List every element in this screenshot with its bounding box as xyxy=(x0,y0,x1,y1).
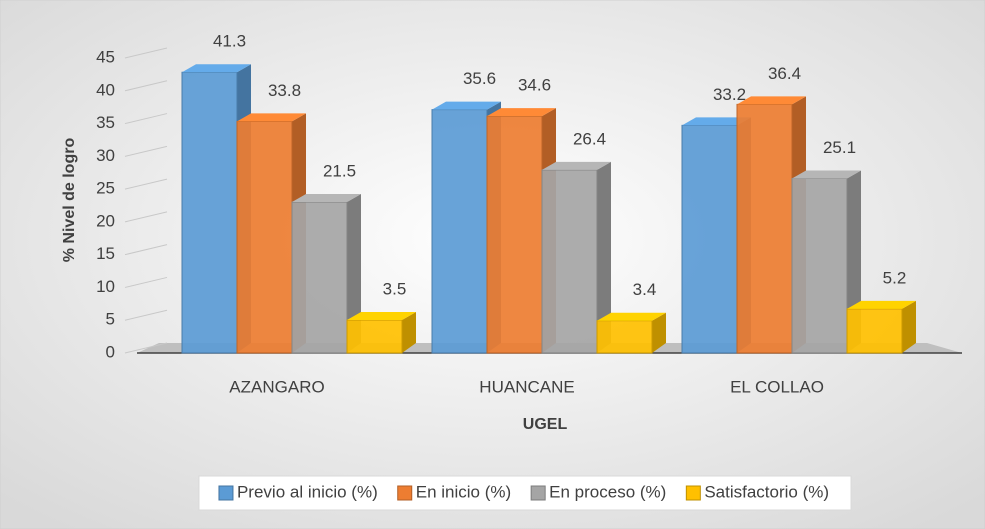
y-tick-label: 45 xyxy=(96,47,115,66)
bar xyxy=(596,320,653,354)
bar-top xyxy=(542,161,611,170)
value-label: 33.8 xyxy=(268,81,301,100)
y-tick-label: 30 xyxy=(96,146,115,165)
y-tick-label: 15 xyxy=(96,244,115,263)
value-label: 36.4 xyxy=(768,64,801,83)
value-label: 21.5 xyxy=(323,162,356,181)
x-tick-label: HUANCANE xyxy=(479,377,574,396)
grid-line xyxy=(124,145,168,157)
y-tick-label: 10 xyxy=(96,277,115,296)
y-tick-label: 20 xyxy=(96,211,115,230)
bar xyxy=(541,169,598,354)
bar-side xyxy=(347,194,361,353)
legend-swatch xyxy=(397,485,413,501)
bar-top xyxy=(737,96,806,105)
bar xyxy=(431,109,488,354)
bar-top xyxy=(597,312,666,321)
bar xyxy=(681,124,738,354)
legend-swatch xyxy=(218,485,234,501)
bar-top xyxy=(487,108,556,117)
y-tick-label: 0 xyxy=(106,342,115,361)
bar xyxy=(291,201,348,354)
y-tick-label: 5 xyxy=(106,310,115,329)
value-label: 25.1 xyxy=(823,138,856,157)
bar-top xyxy=(847,300,916,309)
y-tick-label: 40 xyxy=(96,80,115,99)
value-label: 34.6 xyxy=(518,76,551,95)
legend-label: En proceso (%) xyxy=(549,482,666,501)
bar xyxy=(181,71,238,354)
bar-side xyxy=(902,300,916,353)
y-axis-title: % Nivel de logro xyxy=(61,138,78,263)
bar-side xyxy=(402,312,416,353)
grid-line xyxy=(124,113,168,125)
bar-top xyxy=(182,64,251,73)
legend-swatch xyxy=(530,485,546,501)
grid-line xyxy=(124,342,168,354)
legend-label: En inicio (%) xyxy=(416,482,511,501)
legend-label: Satisfactorio (%) xyxy=(704,482,829,501)
bar xyxy=(486,115,543,354)
value-label: 41.3 xyxy=(213,32,246,51)
legend-swatch xyxy=(685,485,701,501)
grid-line xyxy=(124,276,168,288)
bar-top xyxy=(292,194,361,203)
grid-line xyxy=(124,47,168,59)
y-tick-label: 25 xyxy=(96,179,115,198)
bar xyxy=(791,177,848,354)
bar xyxy=(346,319,403,354)
bar xyxy=(736,103,793,354)
grid-line xyxy=(124,309,168,321)
value-label: 5.2 xyxy=(883,268,907,287)
value-label: 26.4 xyxy=(573,129,606,148)
grid-line xyxy=(124,244,168,256)
value-label: 3.4 xyxy=(633,280,657,299)
bar-top xyxy=(432,101,501,110)
grid-line xyxy=(124,80,168,92)
bar-top xyxy=(237,113,306,122)
bar-top xyxy=(792,170,861,179)
legend-label: Previo al inicio (%) xyxy=(237,482,378,501)
bar-side xyxy=(597,161,611,353)
legend-box xyxy=(198,475,852,511)
bar-top xyxy=(347,312,416,321)
x-axis-title: UGEL xyxy=(523,416,568,433)
x-tick-label: AZANGARO xyxy=(229,377,324,396)
grid-line xyxy=(124,211,168,223)
value-label: 35.6 xyxy=(463,69,496,88)
y-tick-label: 35 xyxy=(96,113,115,132)
grid-line xyxy=(124,178,168,190)
bar xyxy=(236,120,293,354)
x-tick-label: EL COLLAO xyxy=(730,377,824,396)
value-label: 33.2 xyxy=(713,85,746,104)
bar xyxy=(846,308,903,354)
bar-side xyxy=(652,312,666,353)
bar-top xyxy=(682,117,751,126)
value-label: 3.5 xyxy=(383,280,407,299)
